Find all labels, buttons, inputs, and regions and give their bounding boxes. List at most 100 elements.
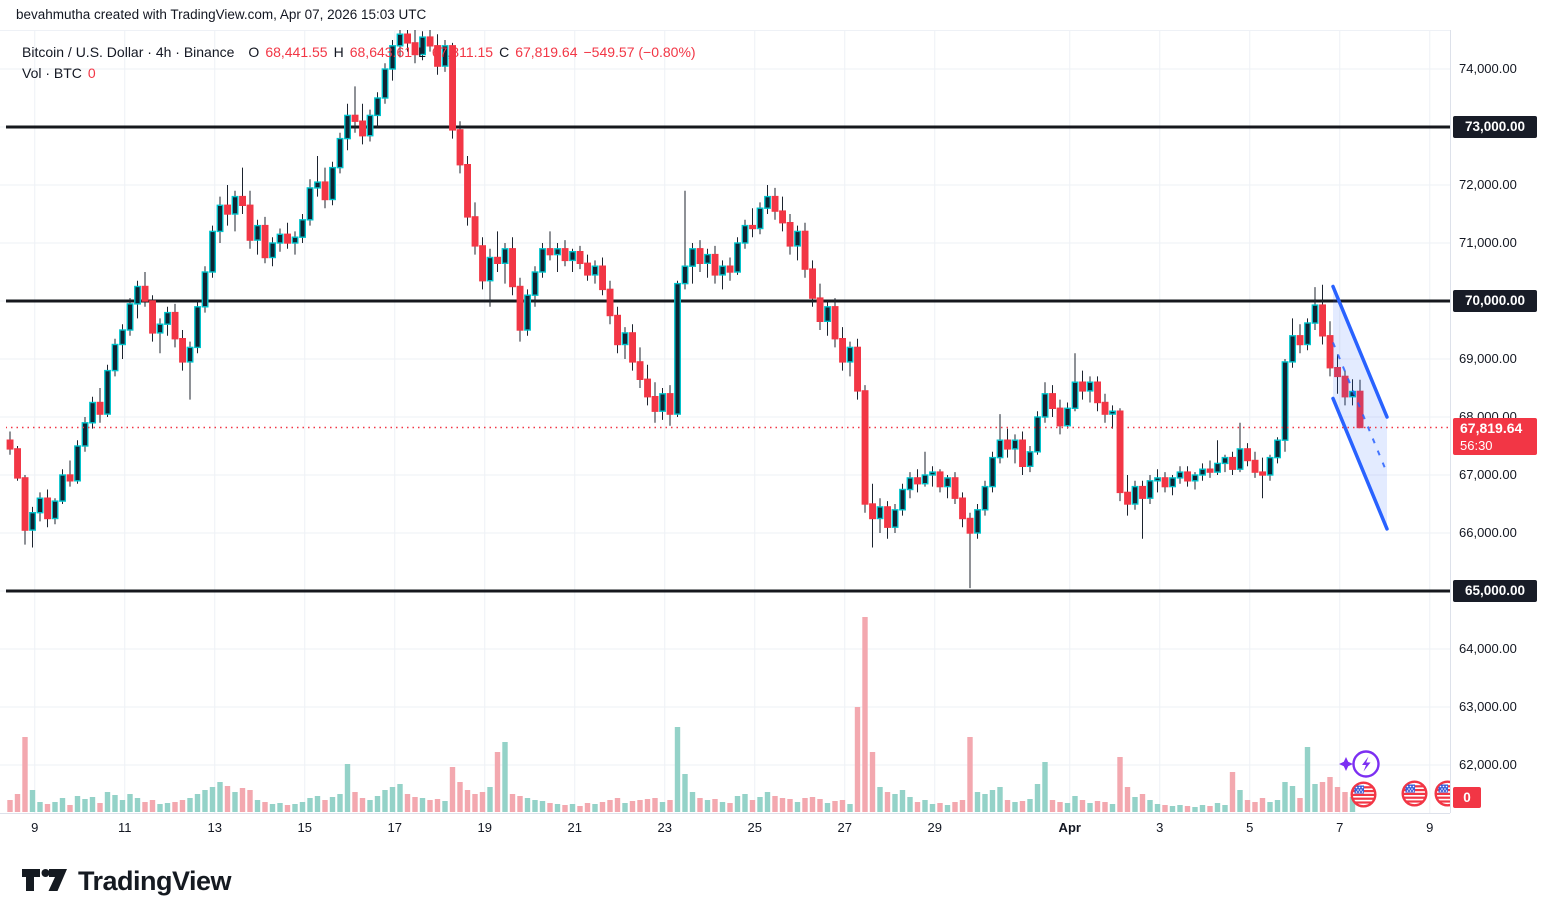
volume-indicator-label[interactable]: Vol · BTC xyxy=(22,65,82,81)
candle xyxy=(404,33,411,44)
candle xyxy=(509,248,516,288)
volume-bar xyxy=(952,802,958,812)
candle xyxy=(674,282,681,415)
candle xyxy=(449,45,456,131)
candle xyxy=(1274,439,1282,459)
candle xyxy=(96,401,104,415)
volume-bar xyxy=(487,787,493,812)
channel-fill[interactable] xyxy=(1333,286,1387,529)
candle xyxy=(719,265,726,276)
channel-median-line[interactable] xyxy=(1332,342,1388,474)
candle xyxy=(584,262,591,276)
candle xyxy=(321,181,329,201)
volume-bar xyxy=(479,792,486,812)
volume-bar xyxy=(1274,800,1281,812)
candle xyxy=(546,248,554,256)
candle xyxy=(306,187,314,221)
time-axis-label: 9 xyxy=(31,820,39,835)
ohlc-change: −549.57 (−0.80%) xyxy=(583,44,696,60)
volume-bar xyxy=(187,798,193,812)
candle xyxy=(1229,456,1237,470)
candle xyxy=(854,346,861,392)
volume-bar xyxy=(1012,802,1018,812)
candle xyxy=(1161,477,1169,488)
candle xyxy=(891,509,899,528)
time-axis-label: 17 xyxy=(387,820,402,835)
volume-bar xyxy=(14,794,21,812)
candle xyxy=(1086,381,1094,392)
time-axis-label: Apr xyxy=(1058,820,1081,835)
volume-bar xyxy=(194,794,201,812)
candle xyxy=(299,219,306,238)
volume-bar xyxy=(562,805,568,812)
time-axis[interactable]: 9 11 13 15 17 19 21 23 25 27 29 Apr 3 5 7 9 xyxy=(0,813,1450,842)
volume-bar xyxy=(599,802,606,812)
candle xyxy=(1334,367,1342,378)
volume-bar xyxy=(1304,747,1311,812)
symbol-title[interactable]: Bitcoin / U.S. Dollar · 4h · Binance xyxy=(22,44,235,60)
volume-bar xyxy=(314,796,321,812)
price-level-badge: 65,000.00 xyxy=(1453,580,1537,602)
volume-bar xyxy=(944,805,951,812)
volume-bar xyxy=(914,802,921,812)
volume-bar xyxy=(809,797,816,812)
candle xyxy=(1034,416,1042,453)
volume-bar xyxy=(802,798,808,812)
candle xyxy=(1004,439,1011,450)
spark-lightning-icon[interactable] xyxy=(1336,746,1388,782)
candle xyxy=(66,474,74,482)
candle xyxy=(329,166,336,201)
volume-bar xyxy=(89,797,96,812)
candle xyxy=(1064,407,1072,427)
time-axis-label: 15 xyxy=(297,820,312,835)
channel-upper-line[interactable] xyxy=(1331,284,1389,419)
volume-bar xyxy=(704,800,711,812)
volume-bar xyxy=(817,799,823,812)
price-axis-label: 72,000.00 xyxy=(1459,177,1517,192)
price-level-badge: 73,000.00 xyxy=(1453,116,1537,138)
volume-bar xyxy=(352,792,358,812)
candle xyxy=(381,68,389,99)
candle xyxy=(1319,304,1327,337)
volume-bar xyxy=(517,796,523,812)
symbol-legend: Bitcoin / U.S. Dollar · 4h · Binance O 68… xyxy=(22,44,696,86)
candle xyxy=(351,114,359,122)
candle xyxy=(6,439,14,450)
us-flag-event-icon[interactable] xyxy=(1401,780,1428,807)
volume-bar xyxy=(172,802,178,812)
channel-lower-line[interactable] xyxy=(1331,396,1389,531)
volume-bar xyxy=(119,800,126,812)
volume-bar xyxy=(1267,802,1273,812)
candle xyxy=(794,230,801,247)
volume-bar xyxy=(7,800,13,812)
candle xyxy=(831,306,839,340)
candle xyxy=(944,477,951,488)
volume-bar xyxy=(344,764,351,812)
volume-bar xyxy=(494,752,501,812)
volume-bar xyxy=(397,784,403,812)
candle xyxy=(1191,474,1199,482)
candle xyxy=(786,221,794,247)
volume-bar xyxy=(532,800,538,812)
tradingview-logo-icon xyxy=(22,868,67,891)
volume-bar xyxy=(607,800,613,812)
candle xyxy=(839,338,846,363)
volume-bar xyxy=(307,798,313,812)
volume-bar xyxy=(1342,792,1348,812)
candle xyxy=(464,163,471,218)
candle xyxy=(929,471,936,476)
price-axis[interactable]: 67,819.64 56:30 0 74,000.00 73,000.00 72,0… xyxy=(1450,30,1563,813)
candle xyxy=(554,248,561,256)
candle xyxy=(1146,480,1154,499)
volume-bar xyxy=(727,803,733,812)
price-axis-label: 64,000.00 xyxy=(1459,641,1517,656)
us-flag-event-icon[interactable] xyxy=(1350,781,1377,808)
volume-bar xyxy=(1124,787,1131,812)
candle xyxy=(1221,456,1229,465)
candle xyxy=(629,332,636,363)
tradingview-logo[interactable]: TradingView xyxy=(22,866,232,897)
candle xyxy=(1251,459,1259,473)
candle xyxy=(21,477,29,531)
candle xyxy=(29,512,36,531)
